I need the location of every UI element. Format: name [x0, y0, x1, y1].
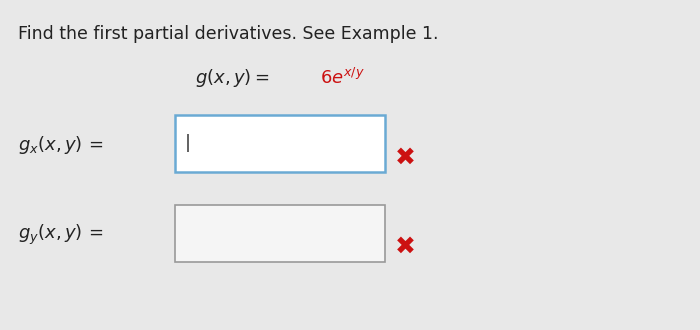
Text: ✖: ✖ — [395, 235, 416, 259]
Text: ✖: ✖ — [395, 146, 416, 170]
Text: $6e^{x/y}$: $6e^{x/y}$ — [320, 68, 365, 88]
Text: |: | — [185, 134, 191, 152]
Text: $g(x, y) = $: $g(x, y) = $ — [195, 67, 270, 89]
Bar — [175, 115, 385, 172]
Text: $g_y(x, y)\, =$: $g_y(x, y)\, =$ — [18, 223, 104, 247]
Bar — [175, 205, 385, 262]
Text: $g_x(x, y)\, =$: $g_x(x, y)\, =$ — [18, 134, 104, 156]
Text: Find the first partial derivatives. See Example 1.: Find the first partial derivatives. See … — [18, 25, 438, 43]
